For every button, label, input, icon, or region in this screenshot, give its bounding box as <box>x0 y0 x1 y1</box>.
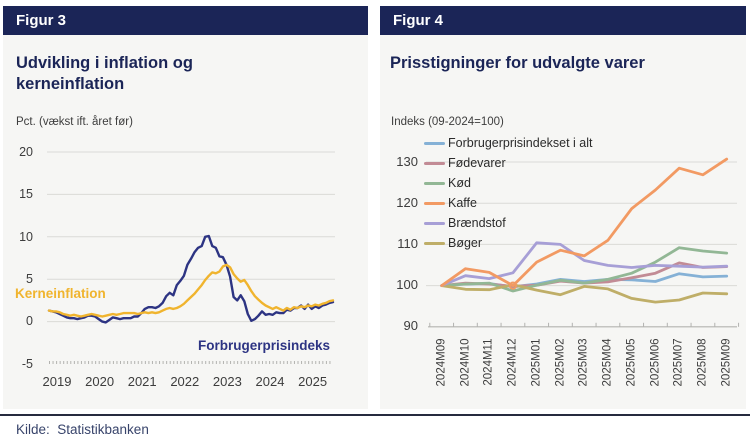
x-tick-label: 2025M02 <box>554 338 566 387</box>
figur4-header-label: Figur 4 <box>393 12 444 29</box>
legend-swatch-forbrugerprisindekset <box>424 141 445 145</box>
x-tick-label: 2025M05 <box>625 338 638 387</box>
x-tick-label: 2025M04 <box>601 338 614 387</box>
x-tick-label: 2024M11 <box>482 338 495 386</box>
legend-swatch-boger <box>424 241 445 245</box>
x-tick-label: 2021 <box>127 374 157 389</box>
x-tick-label: 2024M10 <box>459 338 471 387</box>
y-tick-label: 5 <box>26 272 33 286</box>
legend-item: Kød <box>424 173 593 193</box>
figur3-title: Udvikling i inflation og kerneinflation <box>16 53 193 95</box>
y-tick-label: 100 <box>396 277 418 292</box>
x-tick-label: 2025M06 <box>649 338 661 387</box>
legend-label: Brændstof <box>448 216 506 230</box>
legend-label: Kaffe <box>448 196 477 210</box>
legend-label: Fødevarer <box>448 156 506 170</box>
y-tick-label: 110 <box>397 236 418 251</box>
figur3-title-line1: Udvikling i inflation og <box>16 54 193 72</box>
x-tick-label: 2019 <box>42 374 72 389</box>
x-tick-label: 2025M01 <box>530 338 543 387</box>
x-tick-label: 2024M09 <box>435 338 448 387</box>
y-tick-label: 0 <box>26 314 33 328</box>
legend-swatch-kod <box>424 181 445 185</box>
legend-item: Bøger <box>424 233 593 253</box>
y-tick-label: -5 <box>21 357 33 371</box>
legend-item: Brændstof <box>424 213 593 233</box>
figur3-y-axis-unit: Pct. (vækst ift. året før) <box>16 116 133 128</box>
x-tick-label: 2020 <box>85 374 115 389</box>
figur4-y-axis-unit: Indeks (09-2024=100) <box>391 116 504 128</box>
x-tick-label: 2024M12 <box>506 338 519 387</box>
source-note: Kilde: Statistikbanken <box>16 422 149 437</box>
legend-item: Forbrugerprisindekset i alt <box>424 133 593 153</box>
legend-label: Bøger <box>448 236 483 250</box>
y-tick-label: 90 <box>403 318 418 333</box>
figur3-plot-area <box>47 151 335 364</box>
figur3-title-line2: kerneinflation <box>16 75 125 93</box>
y-tick-label: 20 <box>19 145 33 159</box>
y-tick-label: 15 <box>19 187 33 201</box>
figur4-legend: Forbrugerprisindekset i alt Fødevarer Kø… <box>424 133 593 253</box>
footer-divider <box>0 414 750 416</box>
figur3-chart: 20 15 10 5 0 -5 Kerneinflation Forbruger… <box>3 6 368 409</box>
figur4-header-bar: Figur 4 <box>380 6 746 35</box>
figur3-panel: Figur 3 Udvikling i inflation og kerneinf… <box>3 6 368 409</box>
x-tick-label: 2024 <box>255 374 285 389</box>
y-tick-label: 120 <box>396 195 418 210</box>
legend-label: Forbrugerprisindekset i alt <box>448 136 593 150</box>
x-tick-label: 2025M08 <box>696 338 709 387</box>
x-tick-label: 2025M09 <box>720 338 733 387</box>
x-tick-label: 2025 <box>298 374 328 389</box>
x-tick-label: 2025M07 <box>672 338 685 387</box>
forbrugerprisindeks-series-label: Forbrugerprisindeks <box>197 338 330 353</box>
figur4-chart: 130 120 110 100 90 Forbrugerprisindekset… <box>380 6 746 409</box>
y-tick-label: 10 <box>19 230 33 244</box>
figur4-panel: Figur 4 Prisstigninger for udvalgte vare… <box>380 6 746 409</box>
legend-swatch-braendstof <box>424 221 445 225</box>
legend-item: Kaffe <box>424 193 593 213</box>
figur4-title: Prisstigninger for udvalgte varer <box>390 54 645 72</box>
x-tick-label: 2023 <box>212 374 242 389</box>
legend-label: Kød <box>448 176 471 190</box>
kerneinflation-series-label: Kerneinflation <box>15 286 106 301</box>
y-tick-label: 130 <box>396 154 418 169</box>
figur4-plot-area <box>426 157 740 328</box>
x-tick-label: 2025M03 <box>577 338 590 387</box>
legend-swatch-fodevarer <box>424 161 445 165</box>
legend-swatch-kaffe <box>424 201 445 205</box>
figur3-header-bar: Figur 3 <box>3 6 368 35</box>
figur3-header-label: Figur 3 <box>16 12 67 29</box>
legend-item: Fødevarer <box>424 153 593 173</box>
x-tick-label: 2022 <box>170 374 200 389</box>
